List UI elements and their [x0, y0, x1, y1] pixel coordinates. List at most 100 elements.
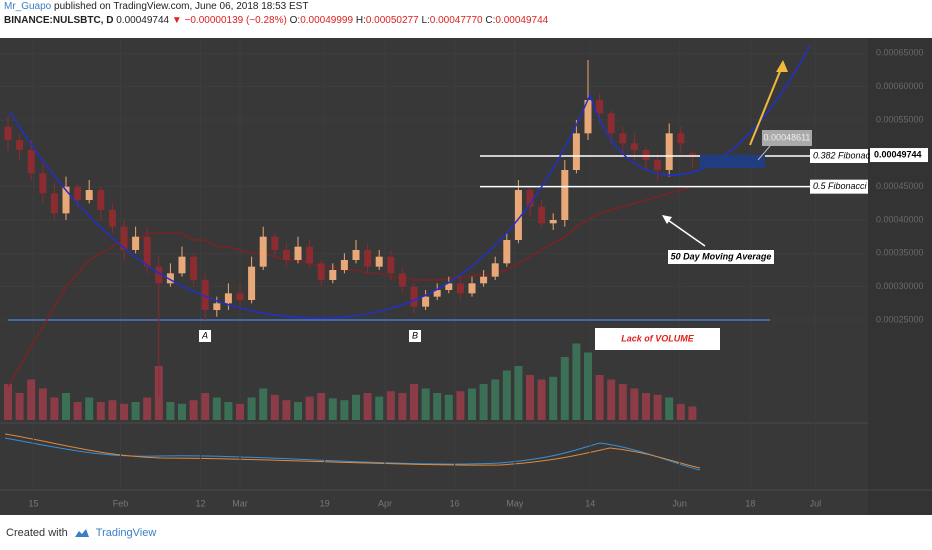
candle-body	[236, 293, 244, 300]
volume-bar	[4, 384, 12, 420]
volume-bar	[201, 393, 210, 420]
x-tick-label: 15	[29, 498, 39, 508]
candle-body	[306, 246, 314, 264]
header-line: Mr_Guapo published on TradingView.com, J…	[4, 0, 932, 14]
candle-body	[619, 133, 627, 144]
volume-bar	[502, 370, 511, 420]
ohlc-value: 0.00049999	[300, 15, 354, 26]
candle-body	[27, 150, 35, 174]
candle-body	[526, 190, 534, 207]
volume-bar	[178, 403, 186, 420]
volume-bar	[560, 357, 569, 420]
volume-bar	[15, 393, 24, 420]
target-box	[700, 155, 765, 168]
label-box	[810, 149, 868, 163]
annotation-box	[199, 330, 211, 342]
candle-body	[178, 256, 186, 274]
volume-bar	[143, 397, 152, 420]
last: 0.00049744	[116, 15, 170, 26]
volume-bar	[131, 402, 140, 420]
volume-bar	[479, 384, 488, 420]
candle-body	[143, 236, 151, 267]
candle-body	[584, 100, 592, 134]
candle-body	[213, 303, 221, 310]
author[interactable]: Mr_Guapo	[4, 1, 52, 12]
ohlc-key: C:	[485, 15, 496, 26]
candle-body	[677, 133, 685, 144]
volume-bar	[398, 393, 407, 420]
annotation: Lack of VOLUME	[621, 333, 695, 343]
volume-bar	[607, 379, 616, 420]
candle-body	[352, 250, 360, 260]
y-tick-label: 0.00045000	[876, 181, 924, 191]
x-tick-label: Jul	[810, 498, 822, 508]
volume-bar	[468, 388, 476, 420]
x-tick-label: Jun	[672, 498, 687, 508]
y-tick-label: 0.00060000	[876, 81, 924, 91]
volume-bar	[642, 393, 650, 420]
fib-label: 0.382 Fibonacci	[813, 150, 878, 160]
candle-body	[317, 263, 325, 280]
candle-body	[271, 236, 279, 250]
candle-body	[445, 283, 453, 290]
volume-bar	[572, 343, 581, 420]
volume-bar	[50, 397, 59, 420]
candle-body	[4, 126, 12, 140]
brand[interactable]: TradingView	[95, 527, 157, 539]
macd-line	[4, 437, 701, 471]
candle-body	[433, 290, 441, 297]
volume-bar	[270, 394, 279, 420]
volume-bar	[247, 397, 256, 420]
candle-body	[155, 266, 163, 284]
volume-bar	[27, 379, 36, 420]
candle-body	[607, 113, 615, 134]
candle-body	[340, 260, 348, 270]
x-tick-label: May	[506, 498, 524, 508]
candle-body	[282, 250, 290, 260]
volume-bar	[549, 376, 558, 420]
candle-body	[387, 256, 395, 274]
x-tick-label: 12	[196, 498, 206, 508]
volume-bar	[665, 397, 674, 420]
volume-bar	[212, 397, 221, 420]
annotation: A	[201, 330, 208, 340]
ohlc-key: H:	[355, 15, 366, 26]
candle-body	[514, 190, 522, 240]
candle-body	[190, 256, 198, 280]
fib-label: 0.5 Fibonacci	[813, 181, 868, 191]
arrow	[749, 63, 784, 146]
volume-bar	[108, 400, 117, 420]
annotation-box	[668, 250, 774, 264]
candle-body	[642, 150, 650, 160]
x-tick-label: 19	[320, 498, 330, 508]
volume-bar	[85, 397, 94, 420]
candle-body	[422, 296, 430, 307]
published: published on TradingView.com, June 06, 2…	[54, 1, 309, 12]
ohlc-value: 0.00050277	[365, 15, 419, 26]
candle-body	[16, 140, 24, 150]
arrow-head	[662, 215, 672, 224]
y-tick-label: 0.00025000	[876, 314, 924, 324]
candle-body	[85, 190, 93, 200]
candle-body	[410, 286, 418, 307]
candle-body	[62, 186, 70, 214]
y-tick-label: 0.00065000	[876, 48, 924, 58]
candle-body	[201, 280, 209, 310]
candle-body	[97, 190, 105, 210]
volume-bar	[328, 398, 337, 420]
x-tick-label: Feb	[113, 498, 129, 508]
candle-body	[132, 236, 140, 250]
candle-body	[503, 240, 511, 264]
change: ▼ −0.00000139 (−0.28%)	[171, 15, 287, 26]
candle-body	[468, 283, 476, 294]
header-line: BINANCE:NULSBTC, D 0.00049744 ▼ −0.00000…	[4, 14, 932, 28]
volume-bar	[38, 388, 47, 420]
volume-bar	[282, 400, 291, 420]
candle-body	[120, 226, 128, 250]
callout	[757, 145, 771, 161]
candle-body	[630, 143, 638, 150]
volume-bar	[224, 402, 233, 420]
volume-bar	[363, 393, 372, 420]
price-box	[870, 148, 928, 163]
candle-body	[364, 250, 372, 267]
